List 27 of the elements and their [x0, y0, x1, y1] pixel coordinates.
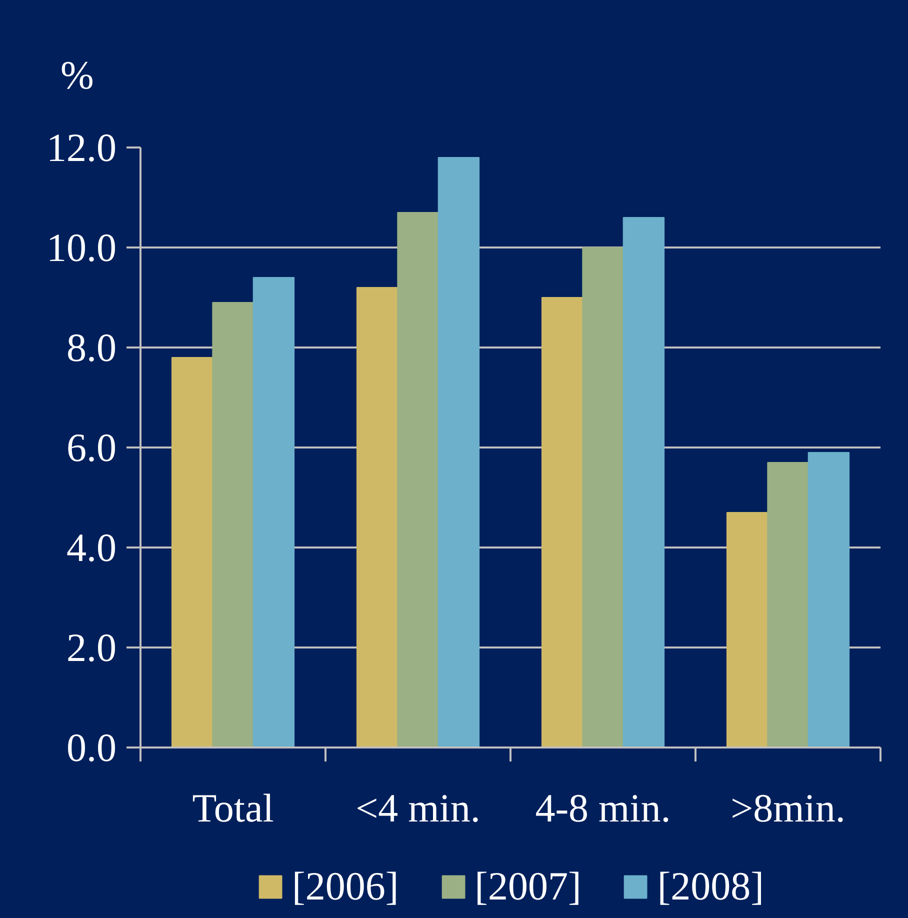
- y-tick-label: 12.0: [46, 125, 116, 170]
- bar: [356, 287, 398, 748]
- y-tick-label: 2.0: [66, 625, 116, 670]
- bar: [622, 217, 665, 748]
- y-tick-label: 8.0: [66, 325, 116, 370]
- bar: [726, 512, 768, 748]
- bar: [397, 212, 439, 748]
- x-tick-label: <4 min.: [356, 786, 480, 830]
- y-tick-label: 10.0: [46, 225, 116, 270]
- x-tick-label: Total: [192, 786, 274, 830]
- bar: [767, 462, 809, 748]
- bar: [171, 357, 214, 748]
- y-tick-label: 6.0: [66, 425, 116, 470]
- legend-label: [2007]: [474, 862, 582, 910]
- legend-label: [2008]: [657, 862, 764, 910]
- bar: [582, 247, 624, 748]
- y-axis-title: %: [60, 52, 94, 98]
- bar: [541, 297, 584, 748]
- x-tick-label: >8min.: [730, 786, 846, 830]
- bar: [808, 452, 850, 748]
- bar: [252, 277, 295, 748]
- legend-label: [2006]: [292, 862, 399, 910]
- bar: [212, 302, 254, 748]
- x-tick-label: 4-8 min.: [535, 786, 671, 830]
- bar: [438, 157, 480, 748]
- y-tick-label: 0.0: [66, 725, 116, 770]
- y-tick-label: 4.0: [66, 525, 116, 570]
